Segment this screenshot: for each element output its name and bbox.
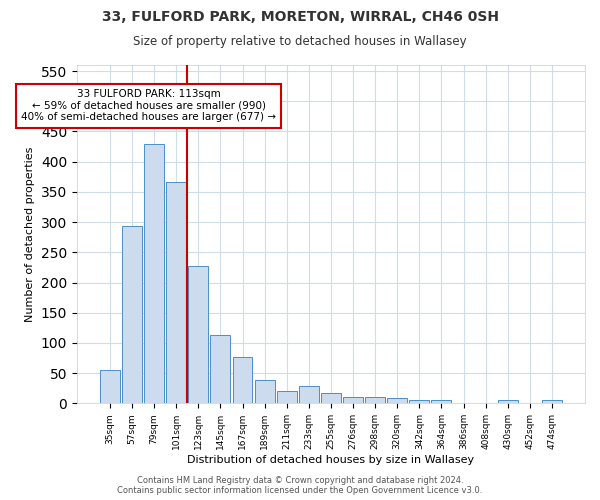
Y-axis label: Number of detached properties: Number of detached properties (25, 146, 35, 322)
Bar (211, 335, 230, 404)
Bar (498, 400, 518, 404)
Bar (299, 386, 319, 404)
Bar (122, 226, 142, 404)
Bar (431, 400, 451, 404)
Bar (365, 398, 385, 404)
Bar (233, 357, 253, 404)
Text: Size of property relative to detached houses in Wallasey: Size of property relative to detached ho… (133, 35, 467, 48)
Bar (542, 400, 562, 404)
Bar (166, 182, 186, 404)
Text: 33, FULFORD PARK, MORETON, WIRRAL, CH46 0SH: 33, FULFORD PARK, MORETON, WIRRAL, CH46 … (101, 10, 499, 24)
Bar (343, 398, 363, 404)
X-axis label: Distribution of detached houses by size in Wallasey: Distribution of detached houses by size … (187, 455, 475, 465)
Bar (409, 400, 429, 404)
Bar (277, 392, 296, 404)
Bar (144, 144, 164, 404)
Bar (100, 370, 120, 404)
Bar (254, 380, 275, 404)
Text: 33 FULFORD PARK: 113sqm
← 59% of detached houses are smaller (990)
40% of semi-d: 33 FULFORD PARK: 113sqm ← 59% of detache… (21, 89, 276, 122)
Bar (387, 398, 407, 404)
Bar (188, 266, 208, 404)
Bar (321, 393, 341, 404)
Text: Contains HM Land Registry data © Crown copyright and database right 2024.
Contai: Contains HM Land Registry data © Crown c… (118, 476, 482, 495)
